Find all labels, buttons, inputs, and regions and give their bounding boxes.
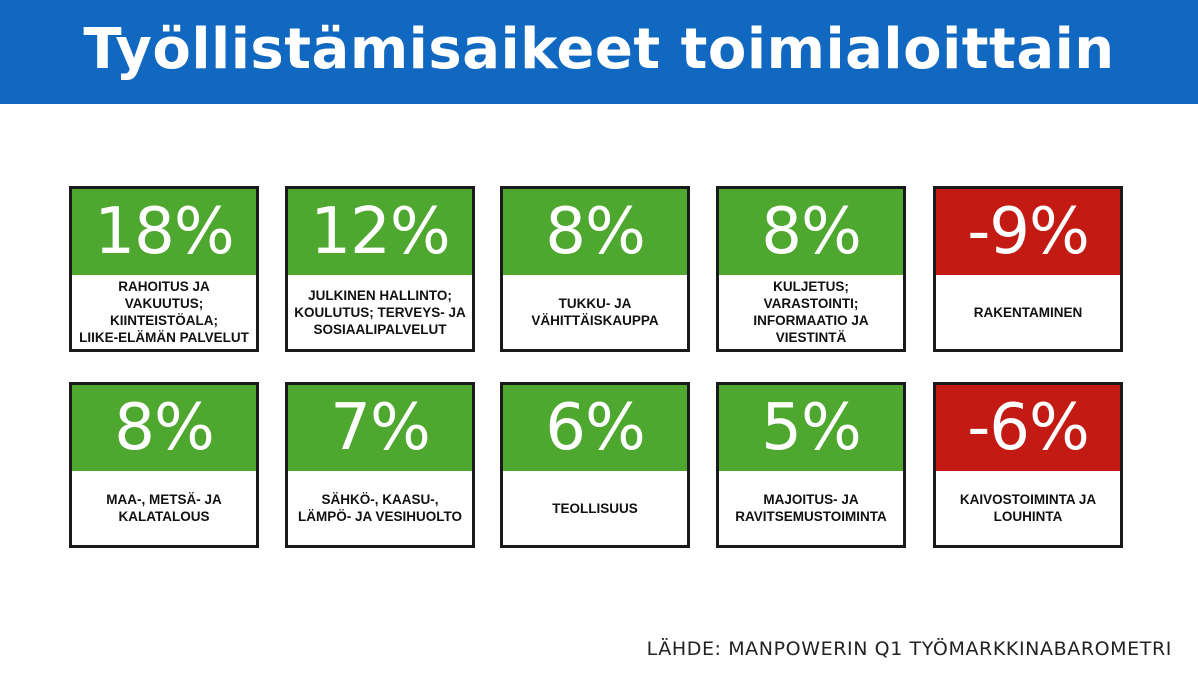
label-box: RAHOITUS JA VAKUUTUS; KIINTEISTÖALA; LII… — [72, 275, 256, 349]
value-box-negative: -6% — [936, 385, 1120, 471]
industry-label: RAKENTAMINEN — [973, 304, 1083, 320]
industry-card: 18% RAHOITUS JA VAKUUTUS; KIINTEISTÖALA; … — [69, 186, 259, 352]
industry-label: TEOLLISUUS — [552, 500, 638, 516]
industry-label: TUKKU- JA VÄHITTÄISKAUPPA — [531, 296, 659, 328]
value-box-positive: 8% — [719, 189, 903, 275]
label-box: KULJETUS; VARASTOINTI; INFORMAATIO JA VI… — [719, 275, 903, 349]
industry-card: 12% JULKINEN HALLINTO; KOULUTUS; TERVEYS-… — [285, 186, 475, 352]
change-value: 8% — [761, 195, 862, 269]
industry-label: KULJETUS; VARASTOINTI; INFORMAATIO JA VI… — [753, 279, 869, 345]
value-box-negative: -9% — [936, 189, 1120, 275]
industry-card: 6% TEOLLISUUS — [500, 382, 690, 548]
change-value: -9% — [967, 195, 1090, 269]
header-bar: Työllistämisaikeet toimialoittain — [0, 0, 1198, 104]
change-value: 7% — [330, 391, 431, 465]
change-value: 8% — [545, 195, 646, 269]
page-title: Työllistämisaikeet toimialoittain — [83, 17, 1115, 82]
value-box-positive: 12% — [288, 189, 472, 275]
industry-label: RAHOITUS JA VAKUUTUS; KIINTEISTÖALA; LII… — [79, 279, 249, 345]
label-box: KAIVOSTOIMINTA JA LOUHINTA — [936, 471, 1120, 545]
label-box: SÄHKÖ-, KAASU-, LÄMPÖ- JA VESIHUOLTO — [288, 471, 472, 545]
industry-label: MAA-, METSÄ- JA KALATALOUS — [106, 492, 222, 524]
industry-card: 8% TUKKU- JA VÄHITTÄISKAUPPA — [500, 186, 690, 352]
industry-card: 5% MAJOITUS- JA RAVITSEMUSTOIMINTA — [716, 382, 906, 548]
industry-label: SÄHKÖ-, KAASU-, LÄMPÖ- JA VESIHUOLTO — [297, 492, 462, 524]
label-box: RAKENTAMINEN — [936, 275, 1120, 349]
change-value: -6% — [967, 391, 1090, 465]
value-box-positive: 6% — [503, 385, 687, 471]
industry-label: KAIVOSTOIMINTA JA LOUHINTA — [959, 492, 1097, 524]
industry-card: -6% KAIVOSTOIMINTA JA LOUHINTA — [933, 382, 1123, 548]
source-note: LÄHDE: MANPOWERIN Q1 TYÖMARKKINABAROMETR… — [646, 638, 1172, 660]
industry-label: JULKINEN HALLINTO; KOULUTUS; TERVEYS- JA… — [294, 287, 466, 337]
industry-card: -9% RAKENTAMINEN — [933, 186, 1123, 352]
industry-card: 7% SÄHKÖ-, KAASU-, LÄMPÖ- JA VESIHUOLTO — [285, 382, 475, 548]
industry-label: MAJOITUS- JA RAVITSEMUSTOIMINTA — [735, 492, 887, 524]
value-box-positive: 5% — [719, 385, 903, 471]
change-value: 6% — [545, 391, 646, 465]
change-value: 12% — [310, 195, 450, 269]
industry-card: 8% KULJETUS; VARASTOINTI; INFORMAATIO JA … — [716, 186, 906, 352]
label-box: MAA-, METSÄ- JA KALATALOUS — [72, 471, 256, 545]
label-box: JULKINEN HALLINTO; KOULUTUS; TERVEYS- JA… — [288, 275, 472, 349]
label-box: TUKKU- JA VÄHITTÄISKAUPPA — [503, 275, 687, 349]
value-box-positive: 8% — [72, 385, 256, 471]
change-value: 8% — [114, 391, 215, 465]
value-box-positive: 18% — [72, 189, 256, 275]
value-box-positive: 7% — [288, 385, 472, 471]
value-box-positive: 8% — [503, 189, 687, 275]
industry-card: 8% MAA-, METSÄ- JA KALATALOUS — [69, 382, 259, 548]
change-value: 18% — [94, 195, 234, 269]
label-box: MAJOITUS- JA RAVITSEMUSTOIMINTA — [719, 471, 903, 545]
label-box: TEOLLISUUS — [503, 471, 687, 545]
change-value: 5% — [761, 391, 862, 465]
